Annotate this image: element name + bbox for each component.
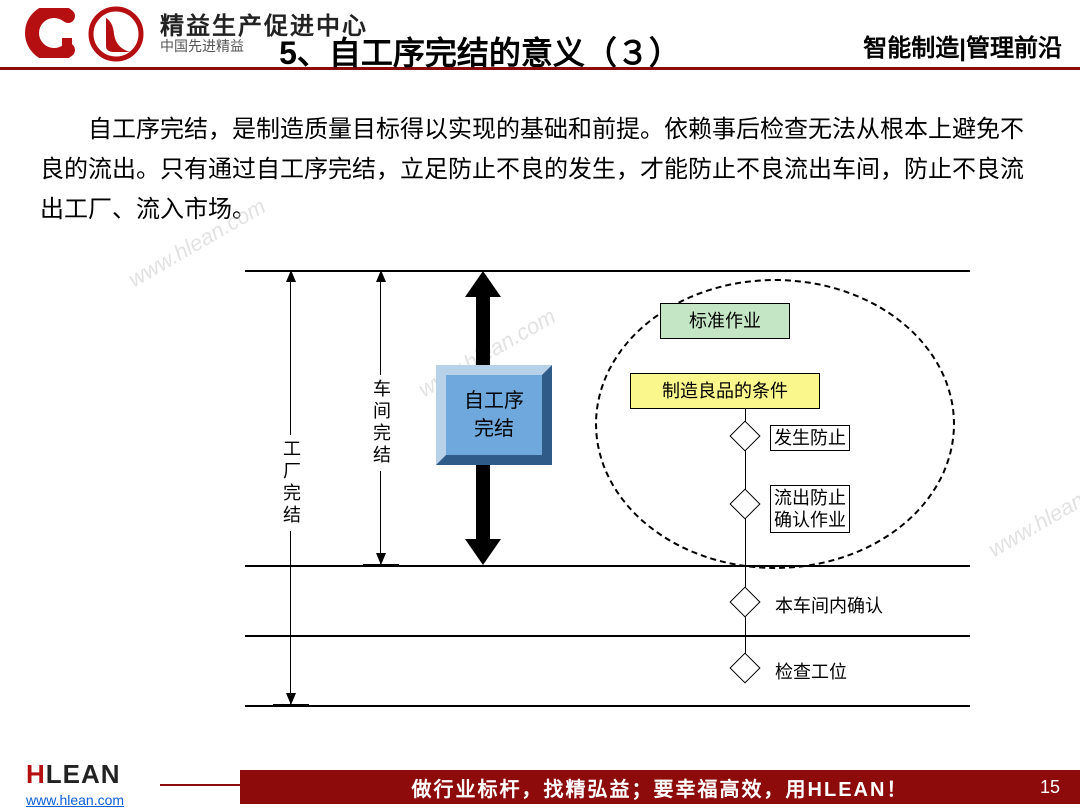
box-good-cond: 制造良品的条件 xyxy=(630,373,820,409)
dim-factory-label: 工厂完结 xyxy=(278,435,304,531)
page-title: 5、自工序完结的意义（３） xyxy=(200,28,760,74)
diamond-4 xyxy=(729,652,760,683)
box-standard-op: 标准作业 xyxy=(660,303,790,339)
label-inspect-station: 检查工位 xyxy=(775,661,847,683)
header: 精益生产促进中心 中国先进精益 5、自工序完结的意义（３） 智能制造|管理前沿 xyxy=(0,0,1080,70)
label-workshop-confirm: 本车间内确认 xyxy=(775,595,883,617)
box-good-cond-label: 制造良品的条件 xyxy=(662,380,788,402)
hlean-lean: LEAN xyxy=(46,759,121,789)
process-box-label: 自工序 完结 xyxy=(464,387,524,443)
h-line-bot xyxy=(245,705,970,707)
box-standard-op-label: 标准作业 xyxy=(689,310,761,332)
h-line-low xyxy=(245,635,970,637)
slide: 精益生产促进中心 中国先进精益 5、自工序完结的意义（３） 智能制造|管理前沿 … xyxy=(0,0,1080,810)
intro-paragraph: 自工序完结，是制造质量目标得以实现的基础和前提。依赖事后检查无法从根本上避免不良… xyxy=(40,110,1040,230)
label-prevent-occur: 发生防止 xyxy=(770,425,850,451)
watermark: www.hlean.com xyxy=(984,463,1080,563)
process-box: 自工序 完结 xyxy=(436,365,552,465)
footer: HLEAN www.hlean.com 做行业标杆，找精弘益；要幸福高效，用HL… xyxy=(0,760,1080,810)
logo-l-icon xyxy=(88,6,144,62)
diamond-3 xyxy=(729,586,760,617)
header-right: 智能制造|管理前沿 xyxy=(863,28,1062,63)
footer-bar: 做行业标杆，找精弘益；要幸福高效，用HLEAN！ xyxy=(240,770,1080,804)
h-line-top xyxy=(245,270,970,272)
logo-c-icon xyxy=(18,8,78,58)
dim-workshop-label: 车间完结 xyxy=(368,375,394,471)
diagram: 工厂完结 车间完结 自工序 完结 标准作业 制造良品的条件 发生防止 流出防 xyxy=(200,265,970,725)
hlean-logo: HLEAN xyxy=(26,759,121,790)
page-number: 15 xyxy=(1040,777,1060,798)
label-prevent-outflow: 流出防止 确认作业 xyxy=(770,485,850,533)
hlean-h: H xyxy=(26,759,46,789)
hlean-url: www.hlean.com xyxy=(26,792,124,808)
h-line-mid xyxy=(245,565,970,567)
footer-slogan: 做行业标杆，找精弘益；要幸福高效，用HLEAN！ xyxy=(412,773,909,802)
